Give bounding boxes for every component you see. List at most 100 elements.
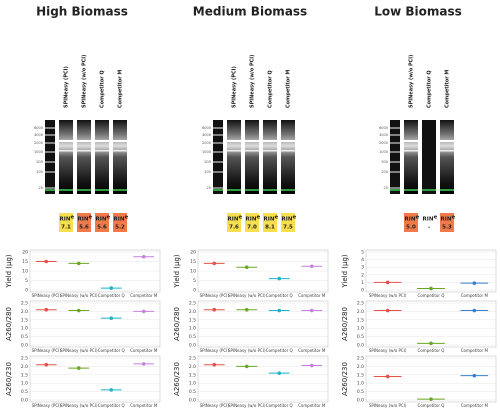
rin-label: RIN <box>264 217 275 223</box>
ladder-band <box>45 151 55 153</box>
dot <box>109 316 114 320</box>
rin-sup: e <box>257 215 261 221</box>
ladder-label: 200 <box>204 170 211 174</box>
y-tick-label: 5 <box>361 250 364 256</box>
rin-box <box>263 213 277 232</box>
rrna-band <box>113 150 127 152</box>
rin-value: 5.6 <box>97 225 107 231</box>
rin-box <box>245 213 259 232</box>
y-tick-label: 0.0 <box>189 398 196 404</box>
rin-box <box>440 213 454 232</box>
y-tick-label: 0.0 <box>357 398 364 404</box>
y-tick-label: 0.5 <box>21 334 28 340</box>
rin-label: RIN <box>114 217 125 223</box>
lane-label: SPINeasy (w/o PCI) <box>250 55 256 108</box>
dot <box>429 341 433 346</box>
rrna-band <box>77 140 91 142</box>
rin-label: RIN <box>246 217 257 223</box>
rin-value: 5.6 <box>79 225 89 231</box>
y-tick-label: 0 <box>361 288 364 294</box>
rrna-band <box>113 140 127 142</box>
rin-value: 5.3 <box>442 225 452 231</box>
ladder-label: 2000 <box>202 141 211 145</box>
ladder-band <box>213 134 223 136</box>
dot <box>141 362 146 366</box>
x-tick-label: SPINeasy (w/o PCI) <box>369 348 407 353</box>
rrna-band <box>95 150 109 152</box>
panel-title: High Biomass <box>36 5 128 19</box>
dot <box>277 308 282 313</box>
y-tick-label: 1.0 <box>189 326 196 332</box>
dot <box>472 373 477 378</box>
y-tick-label: 0 <box>193 288 196 294</box>
y-tick-label: 0.0 <box>21 398 28 404</box>
plot-frame <box>197 355 329 403</box>
lane-marker <box>77 189 91 191</box>
x-tick-label: SPINeasy (PCI) <box>32 293 62 298</box>
dot <box>244 364 249 369</box>
dot <box>309 363 314 368</box>
y-tick-label: 1.5 <box>357 317 364 323</box>
rin-sup: e <box>293 215 297 221</box>
rin-value: 5.0 <box>406 225 416 231</box>
lane-label: Competitor M <box>445 70 451 108</box>
ladder-marker <box>45 189 55 191</box>
ladder-band <box>45 142 55 144</box>
rin-label: RIN <box>405 217 416 223</box>
rin-sup: e <box>239 215 243 221</box>
x-tick-label: Competitor M <box>130 403 158 408</box>
panel-title: Low Biomass <box>374 5 462 19</box>
y-tick-label: 0.5 <box>21 389 28 395</box>
x-tick-label: SPINeasy (w/o PCI) <box>369 403 407 408</box>
rin-box <box>77 213 91 232</box>
rrna-band <box>440 140 454 142</box>
x-tick-label: Competitor Q <box>98 348 125 353</box>
lane-label: SPINeasy (w/o PCI) <box>409 55 415 108</box>
y-tick-label: 2.0 <box>21 364 28 370</box>
y-tick-label: 1.5 <box>21 317 28 323</box>
rin-label: RIN <box>78 217 89 223</box>
rin-box <box>95 213 109 232</box>
rrna-band <box>227 150 241 152</box>
x-tick-label: Competitor M <box>298 293 326 298</box>
x-tick-label: Competitor M <box>461 403 489 408</box>
lane-label: SPINeasy (PCI) <box>64 66 70 108</box>
x-tick-label: Competitor Q <box>98 403 125 408</box>
rin-label: RIN <box>423 217 434 223</box>
rin-sup: e <box>275 215 279 221</box>
lane-marker <box>113 189 127 191</box>
y-tick-label: 1.5 <box>189 317 196 323</box>
y-tick-label: 20 <box>22 250 28 256</box>
rrna-band <box>263 140 277 142</box>
dot <box>472 308 477 313</box>
y-axis-label: A260/280 <box>173 307 181 341</box>
rin-value: 7.0 <box>247 225 257 231</box>
rin-value: 8.1 <box>265 225 275 231</box>
rin-sup: e <box>434 215 438 221</box>
ladder-band <box>45 127 55 129</box>
x-tick-label: Competitor Q <box>418 293 445 298</box>
ladder-label: 2000 <box>379 141 388 145</box>
x-tick-label: SPINeasy (w/o PCI) <box>60 403 98 408</box>
dot <box>309 308 314 313</box>
y-tick-label: 2.0 <box>189 364 196 370</box>
ladder-band <box>45 187 55 189</box>
ladder-band <box>390 127 400 129</box>
y-axis-label: Yield (µg) <box>173 254 181 289</box>
y-tick-label: 1.5 <box>21 372 28 378</box>
x-tick-label: Competitor M <box>461 348 489 353</box>
ladder-label: 6000 <box>202 126 211 130</box>
rrna-band <box>263 150 277 152</box>
plot-frame <box>365 355 497 403</box>
y-tick-label: 15 <box>190 259 196 265</box>
ladder-label: 4000 <box>202 133 211 137</box>
gel-lane <box>113 120 127 194</box>
y-tick-label: 2.5 <box>189 301 196 307</box>
dot <box>44 307 49 312</box>
ladder-label: 1000 <box>34 150 43 154</box>
y-axis-label: A260/230 <box>341 362 349 396</box>
rrna-band <box>281 140 295 142</box>
dot <box>212 261 217 266</box>
y-tick-label: 10 <box>22 269 28 275</box>
y-tick-label: 1.0 <box>357 326 364 332</box>
